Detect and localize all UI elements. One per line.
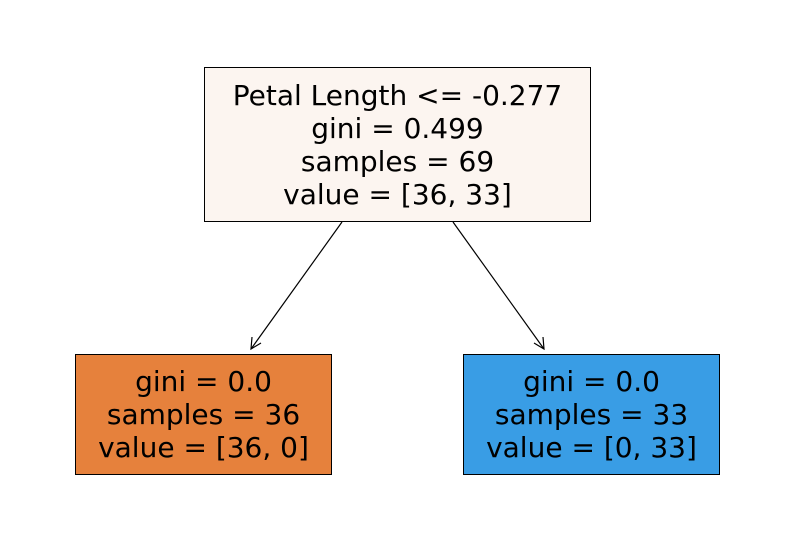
root-node: Petal Length <= -0.277 gini = 0.499 samp… — [204, 67, 591, 222]
left-value: value = [36, 0] — [98, 431, 309, 464]
right-value: value = [0, 33] — [486, 431, 697, 464]
edge-root-to-right — [452, 221, 545, 351]
left-samples: samples = 36 — [106, 398, 301, 431]
root-value: value = [36, 33] — [283, 177, 512, 211]
right-gini: gini = 0.0 — [523, 365, 660, 398]
left-gini: gini = 0.0 — [135, 365, 272, 398]
root-split-condition: Petal Length <= -0.277 — [232, 78, 563, 112]
right-leaf-node: gini = 0.0 samples = 33 value = [0, 33] — [463, 354, 720, 475]
root-gini: gini = 0.499 — [311, 111, 484, 145]
right-samples: samples = 33 — [494, 398, 689, 431]
root-samples: samples = 69 — [300, 144, 495, 178]
left-leaf-node: gini = 0.0 samples = 36 value = [36, 0] — [75, 354, 332, 475]
edge-root-to-left — [250, 221, 343, 351]
